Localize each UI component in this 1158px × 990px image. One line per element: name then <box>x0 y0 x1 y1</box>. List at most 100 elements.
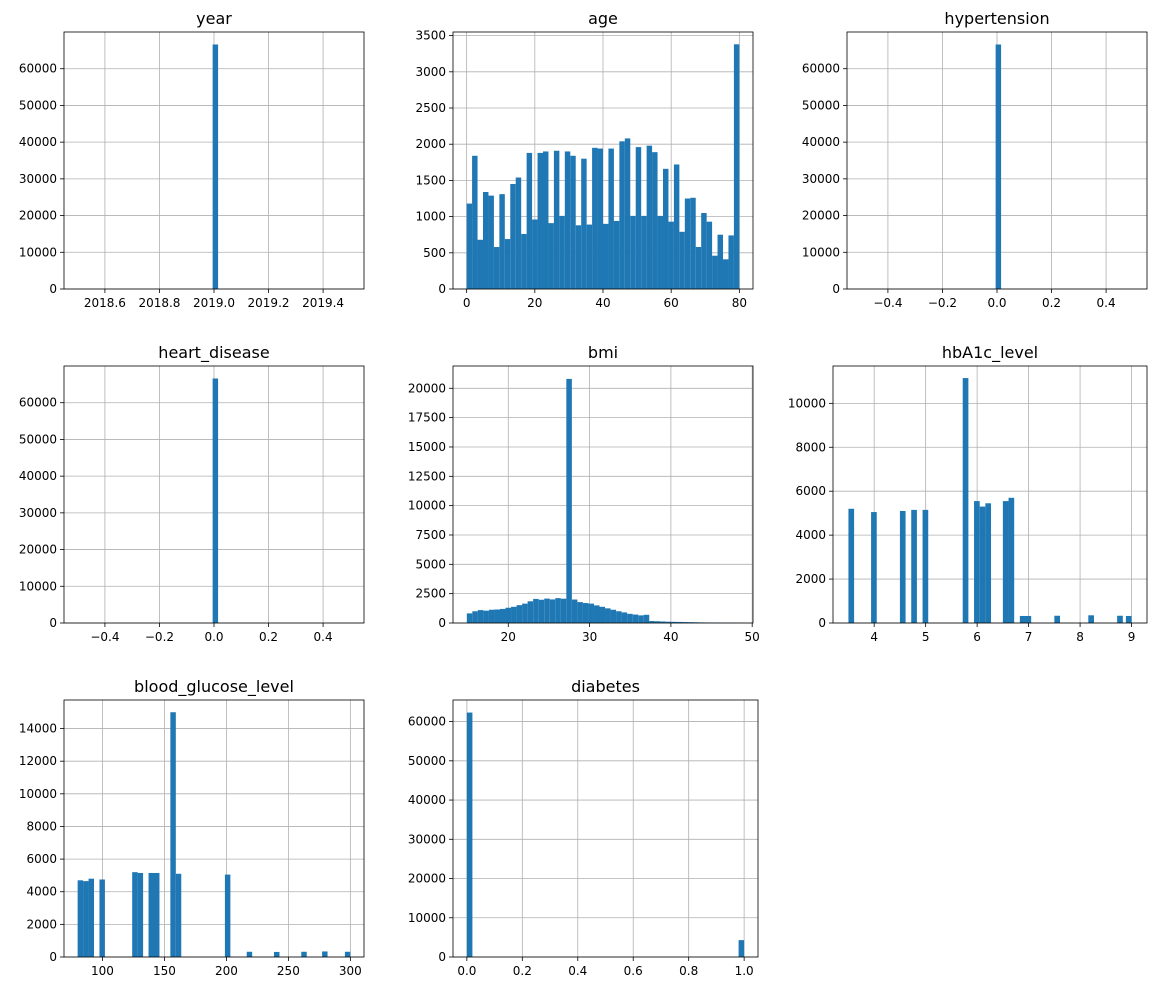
x-tick-label: 0.4 <box>314 630 333 644</box>
histogram-bar <box>712 255 718 289</box>
y-tick-label: 0 <box>49 282 57 296</box>
y-tick-label: 10000 <box>19 787 57 801</box>
histogram-bar <box>466 712 473 957</box>
panel-diabetes: 0.0 0.2 0.4 0.6 0.8 1.0 0 10000 20000 30000 40000 5… <box>408 677 759 978</box>
histogram-bar <box>516 605 523 623</box>
histogram-bar <box>687 622 694 623</box>
histogram-bar <box>533 598 539 623</box>
histogram-bar <box>695 247 702 289</box>
x-tick-label: 2018.8 <box>138 296 180 310</box>
panel-title: bmi <box>588 343 618 362</box>
histogram-bar <box>511 606 517 623</box>
histogram-bar <box>738 940 745 957</box>
y-tick-label: 0 <box>832 282 840 296</box>
histogram-bar <box>974 501 980 623</box>
histogram-bar <box>522 603 528 623</box>
y-tick-label: 0 <box>438 950 446 964</box>
histogram-bar <box>564 151 571 289</box>
x-tick-label: 30 <box>582 630 597 644</box>
y-tick-label: 12500 <box>408 469 446 483</box>
histogram-bar <box>483 191 489 289</box>
histogram-bar <box>483 610 489 623</box>
histogram-bar <box>274 951 280 957</box>
histogram-bar <box>477 610 484 623</box>
histogram-bar <box>1008 497 1015 623</box>
histogram-bar <box>624 138 631 289</box>
histogram-bar <box>635 147 642 289</box>
panel-title: age <box>588 9 618 28</box>
y-tick-label: 5000 <box>415 557 446 571</box>
histogram-bar <box>472 155 478 289</box>
y-tick-label: 40000 <box>19 469 57 483</box>
histogram-bar <box>224 874 231 957</box>
histogram-bar <box>132 872 138 957</box>
x-tick-label: 40 <box>663 630 678 644</box>
histogram-bar <box>665 621 672 623</box>
histogram-bar <box>733 44 740 290</box>
x-tick-label: 250 <box>277 964 300 978</box>
y-tick-label: 8000 <box>795 440 826 454</box>
histogram-bar <box>570 155 576 289</box>
histogram-bar <box>723 259 729 289</box>
x-tick-label: 9 <box>1128 630 1136 644</box>
histogram-bar <box>679 231 685 289</box>
histogram-bar <box>657 215 663 289</box>
histogram-bar <box>682 622 688 623</box>
y-tick-label: 60000 <box>19 396 57 410</box>
histogram-bar <box>676 621 683 623</box>
y-tick-label: 20000 <box>802 209 840 223</box>
x-tick-label: 1.0 <box>735 964 754 978</box>
histogram-bar <box>597 148 603 289</box>
histogram-bar <box>560 598 567 623</box>
x-tick-label: 5 <box>922 630 930 644</box>
histogram-bar <box>660 621 666 623</box>
histogram-bar <box>603 223 609 289</box>
histogram-bar <box>605 608 611 623</box>
y-tick-label: 50000 <box>19 432 57 446</box>
histogram-bar <box>627 613 633 623</box>
x-tick-label: 60 <box>664 296 679 310</box>
y-tick-label: 30000 <box>19 506 57 520</box>
x-tick-label: 2019.4 <box>302 296 344 310</box>
x-tick-label: 0.0 <box>457 964 476 978</box>
histogram-bar <box>527 601 534 623</box>
histogram-bar <box>493 247 500 289</box>
histogram-bar <box>88 878 94 957</box>
histogram-bar <box>548 223 554 289</box>
y-tick-label: 60000 <box>19 62 57 76</box>
histogram-bar <box>488 195 494 289</box>
histogram-bar <box>499 194 505 289</box>
y-tick-label: 1500 <box>415 173 446 187</box>
histogram-bar <box>673 164 680 289</box>
y-tick-label: 30000 <box>408 832 446 846</box>
histogram-bar <box>668 221 674 289</box>
histogram-bar <box>616 611 622 623</box>
histogram-bar <box>848 508 855 623</box>
histogram-bar <box>663 168 669 289</box>
x-tick-label: 100 <box>91 964 114 978</box>
panel-title: hbA1c_level <box>942 343 1038 363</box>
x-tick-label: 0.4 <box>1097 296 1116 310</box>
y-tick-label: 50000 <box>408 754 446 768</box>
histogram-bar <box>717 234 723 289</box>
y-tick-label: 500 <box>423 246 446 260</box>
histogram-bar <box>510 184 516 289</box>
histogram-bar <box>911 509 917 623</box>
histogram-bar <box>1125 615 1132 623</box>
x-tick-label: 0.2 <box>259 630 278 644</box>
y-tick-label: 4000 <box>795 528 826 542</box>
axes-frame <box>452 365 754 624</box>
histogram-bar <box>1025 615 1032 623</box>
y-tick-label: 2500 <box>415 587 446 601</box>
panel-blood_glucose_level: 100 150 200 250 300 0 2000 4000 6000 8000 10000 120… <box>19 677 365 978</box>
histogram-bar <box>671 621 677 623</box>
histogram-bar <box>985 503 992 623</box>
histogram-bar <box>871 512 877 623</box>
panel-title: year <box>196 9 232 28</box>
histogram-bar <box>1117 615 1123 623</box>
histogram-bar <box>549 599 556 623</box>
y-tick-label: 30000 <box>19 172 57 186</box>
histogram-bar <box>654 621 661 623</box>
x-tick-label: 20 <box>501 630 516 644</box>
